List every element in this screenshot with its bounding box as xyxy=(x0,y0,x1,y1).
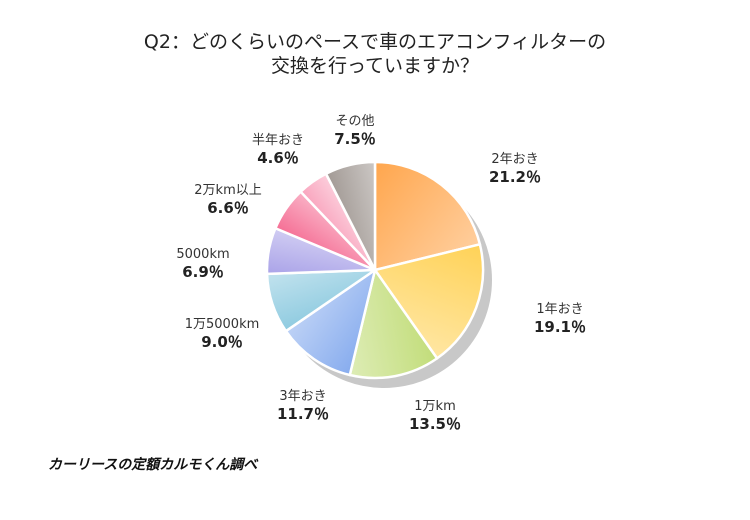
slice-value-9: 7.5％ xyxy=(334,130,376,148)
pie-slices xyxy=(265,160,485,380)
slice-value-6: 6.9％ xyxy=(182,263,224,281)
slice-label-9: その他 xyxy=(335,114,374,129)
pie-slice-1 xyxy=(373,160,482,272)
chart-title-line-1: Q2：どのくらいのペースで車のエアコンフィルターの xyxy=(143,31,607,53)
pie-slice-3 xyxy=(348,268,439,380)
slice-label-7: 2万km以上 xyxy=(194,183,261,198)
pie-slice-9 xyxy=(324,160,377,272)
pie-slice-2 xyxy=(373,243,485,360)
slice-label-2: 1年おき xyxy=(536,302,583,317)
slice-label-1: 2年おき xyxy=(491,152,538,167)
slice-label-4: 3年おき xyxy=(279,389,326,404)
chart-title: Q2：どのくらいのペースで車のエアコンフィルターの 交換を行っていますか？ xyxy=(0,30,750,78)
source-note: カーリースの定額カルモくん調べ xyxy=(48,457,258,473)
pie-slice-4 xyxy=(284,268,377,377)
slice-value-8: 4.6％ xyxy=(257,149,299,167)
slice-value-7: 6.6％ xyxy=(207,199,249,217)
slice-value-4: 11.7％ xyxy=(277,405,329,423)
slice-value-3: 13.5％ xyxy=(409,415,461,433)
slice-label-8: 半年おき xyxy=(252,133,304,148)
slice-label-5: 1万5000km xyxy=(185,317,260,332)
slice-value-2: 19.1％ xyxy=(534,318,586,336)
chart-title-line-2: 交換を行っていますか？ xyxy=(270,55,480,77)
slice-value-1: 21.2％ xyxy=(489,168,541,186)
slice-value-5: 9.0％ xyxy=(201,333,243,351)
slice-label-3: 1万km xyxy=(414,399,455,414)
slice-label-6: 5000km xyxy=(176,247,229,262)
